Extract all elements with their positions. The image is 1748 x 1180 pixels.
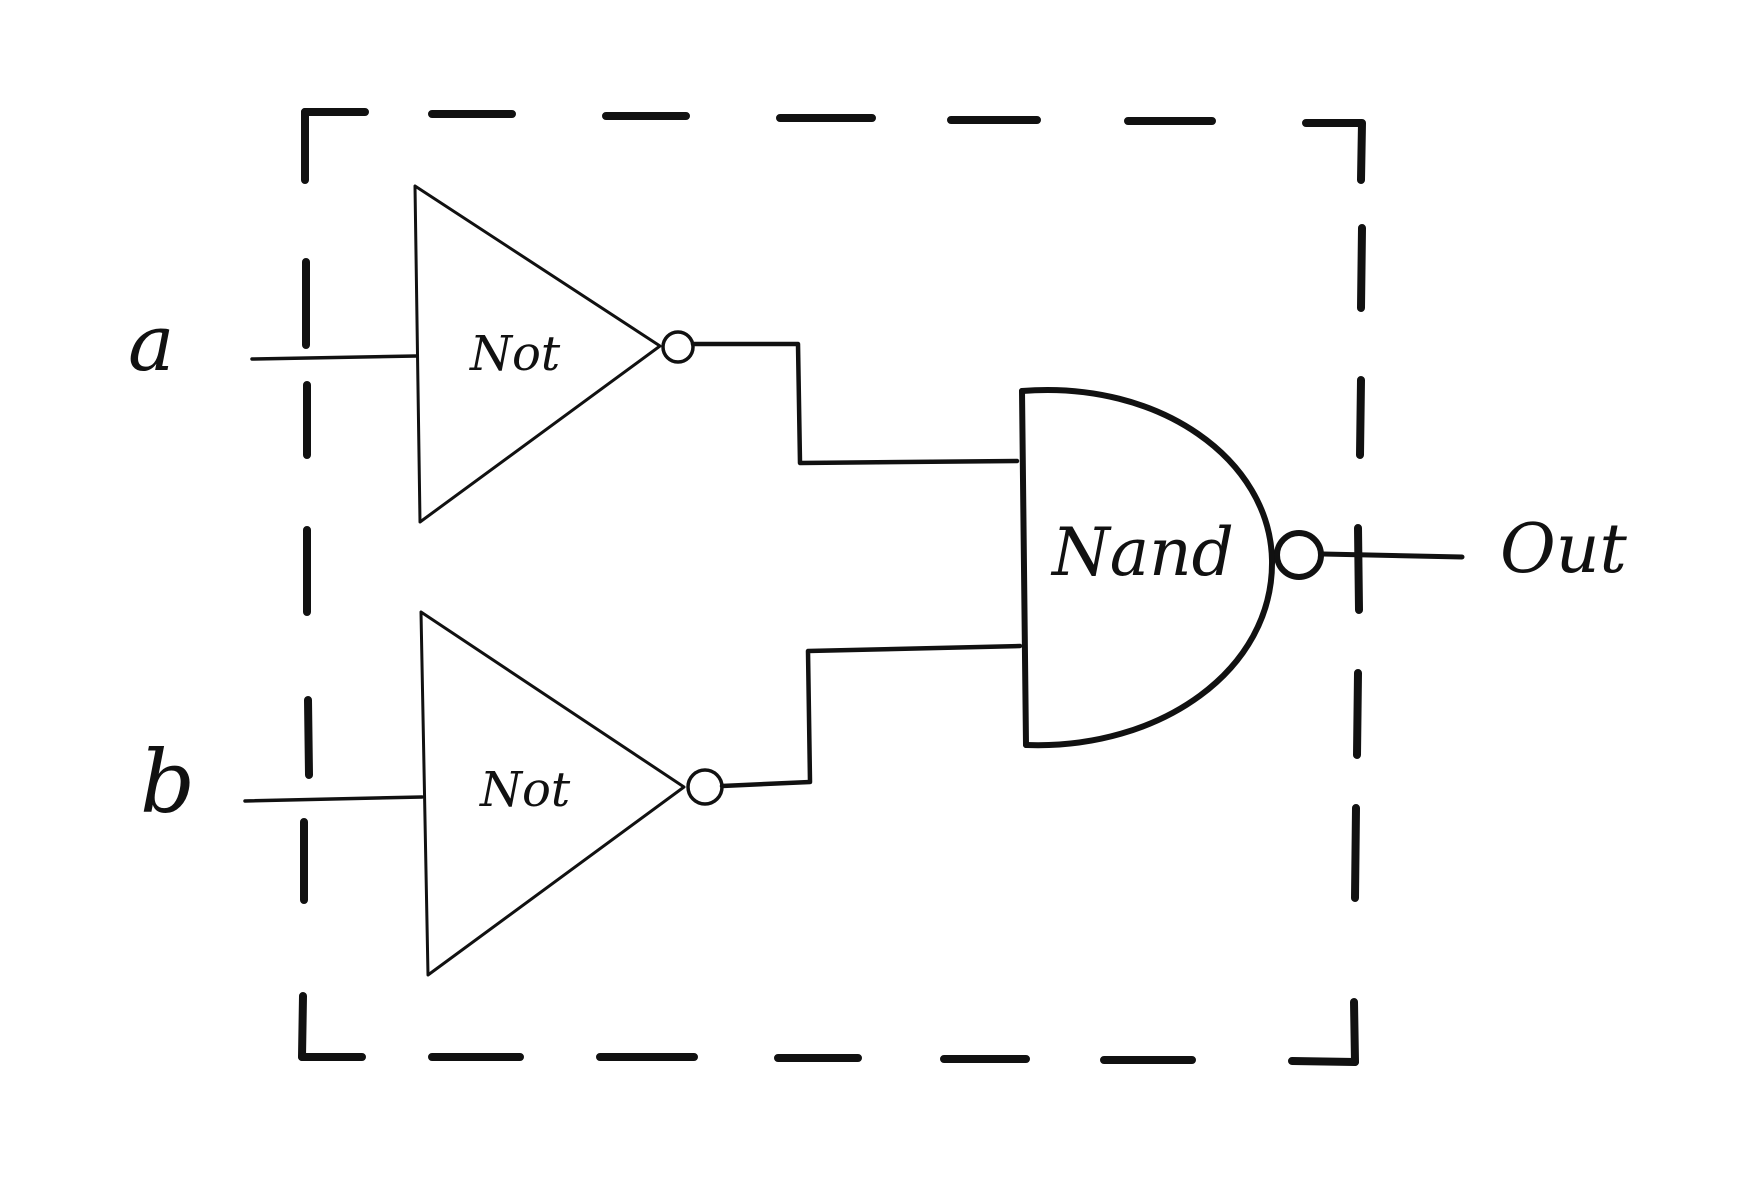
nand-gate-curve (1019, 387, 1276, 749)
output-label: Out (1500, 510, 1628, 589)
input-wire-b (243, 795, 424, 803)
chip-boundary (298, 108, 1366, 1066)
input-wire-a (250, 354, 418, 361)
nand-gate-bubble (1274, 530, 1324, 580)
not-gate-top-body (413, 184, 662, 524)
input-label-b: b (140, 733, 195, 833)
chip-boundary-left (298, 108, 313, 1061)
not-gate-top (413, 184, 695, 524)
output-wire (1320, 551, 1465, 560)
not-gate-top-bubble (661, 330, 695, 364)
not-gate-bottom-body (419, 610, 686, 977)
chip-boundary-bottom (298, 1053, 1359, 1066)
not-gate-bottom (419, 610, 724, 977)
not-gate-bottom-bubble (686, 768, 724, 806)
chip-boundary-right (1350, 224, 1366, 1066)
input-label-a: a (128, 299, 175, 389)
not-gate-bottom-label: Not (479, 762, 571, 818)
nand-gate-body (1019, 388, 1029, 748)
wire-not-top-to-nand (690, 341, 1020, 466)
not-gate-top-label: Not (469, 326, 561, 382)
wire-not-bottom-to-nand (719, 643, 1023, 789)
chip-boundary-top (301, 108, 1366, 184)
nand-gate-label: Nand (1050, 514, 1234, 591)
